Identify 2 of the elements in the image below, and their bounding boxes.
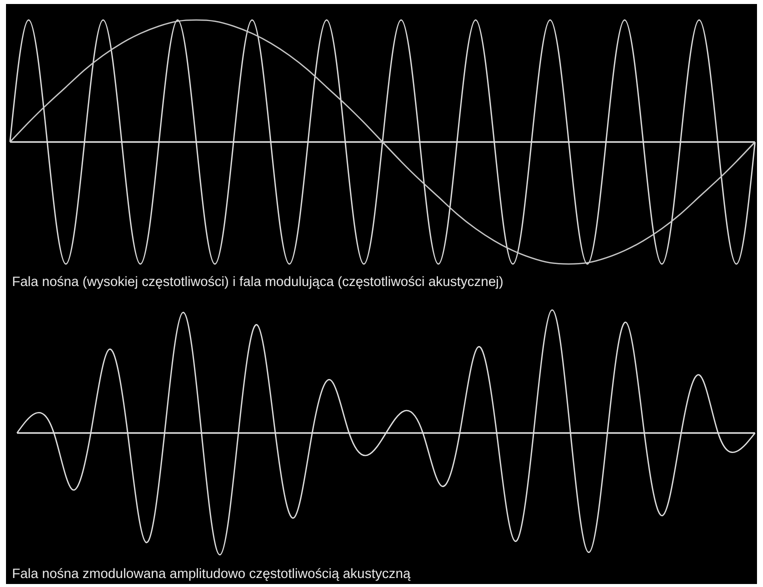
text: Fala nośna zmodulowana amplitudowo częstotliwością akustyczną bbox=[12, 566, 411, 581]
text: Fala nośna (wysokiej częstotliwości) i fala modulująca (częstotliwości akustycznej) bbox=[12, 274, 504, 289]
